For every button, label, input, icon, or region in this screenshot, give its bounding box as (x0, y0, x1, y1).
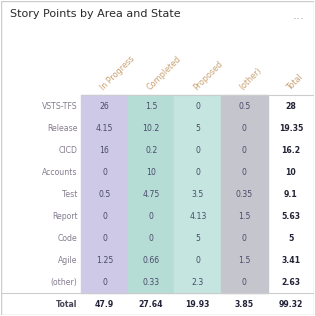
Text: 0: 0 (242, 146, 247, 155)
Text: 19.93: 19.93 (186, 300, 210, 309)
Text: 4.15: 4.15 (96, 124, 113, 133)
Text: Proposed: Proposed (192, 59, 224, 92)
Text: ...: ... (293, 9, 305, 21)
Text: 0: 0 (195, 168, 200, 177)
Text: (other): (other) (238, 66, 264, 92)
Text: 0: 0 (102, 168, 107, 177)
Text: 47.9: 47.9 (95, 300, 114, 309)
Text: 0: 0 (195, 256, 200, 265)
Text: 28: 28 (286, 101, 296, 111)
Text: (other): (other) (51, 278, 77, 287)
Text: 1.5: 1.5 (238, 256, 250, 265)
Text: Total: Total (56, 300, 77, 309)
Text: 0.33: 0.33 (143, 278, 160, 287)
Text: Test: Test (62, 190, 77, 199)
Text: 0: 0 (102, 278, 107, 287)
Text: Total: Total (285, 72, 304, 92)
Text: 16: 16 (100, 146, 110, 155)
Bar (81, 95, 128, 293)
Text: 26: 26 (100, 101, 109, 111)
Text: Release: Release (47, 124, 77, 133)
Text: 0: 0 (242, 168, 247, 177)
Text: 0: 0 (195, 146, 200, 155)
Text: 4.13: 4.13 (189, 212, 206, 221)
Bar (128, 95, 175, 293)
Text: 2.63: 2.63 (282, 278, 301, 287)
Text: 9.1: 9.1 (284, 190, 298, 199)
Text: 3.41: 3.41 (281, 256, 301, 265)
Text: 2.3: 2.3 (192, 278, 204, 287)
Text: 0: 0 (195, 101, 200, 111)
Text: Completed: Completed (145, 54, 182, 92)
Text: 0.5: 0.5 (238, 101, 250, 111)
Text: 19.35: 19.35 (279, 124, 303, 133)
Text: 0: 0 (102, 212, 107, 221)
Text: 99.32: 99.32 (279, 300, 303, 309)
Text: 0.2: 0.2 (145, 146, 157, 155)
Text: 10: 10 (286, 168, 296, 177)
Text: 16.2: 16.2 (281, 146, 301, 155)
Text: VSTS-TFS: VSTS-TFS (42, 101, 77, 111)
Text: 0: 0 (149, 212, 154, 221)
Text: 1.5: 1.5 (238, 212, 250, 221)
Text: Accounts: Accounts (42, 168, 77, 177)
Text: 10.2: 10.2 (142, 124, 160, 133)
Text: 4.75: 4.75 (142, 190, 160, 199)
Text: In Progress: In Progress (98, 54, 136, 92)
Text: 0: 0 (149, 234, 154, 243)
Text: 27.64: 27.64 (139, 300, 163, 309)
Bar (221, 95, 268, 293)
Text: Code: Code (58, 234, 77, 243)
Text: 0.66: 0.66 (143, 256, 160, 265)
Text: Agile: Agile (58, 256, 77, 265)
Text: 5: 5 (195, 234, 200, 243)
Text: 0: 0 (242, 124, 247, 133)
Text: 0: 0 (242, 278, 247, 287)
Text: 3.5: 3.5 (192, 190, 204, 199)
Text: 5: 5 (195, 124, 200, 133)
Text: Report: Report (52, 212, 77, 221)
Text: 1.5: 1.5 (145, 101, 158, 111)
Text: Story Points by Area and State: Story Points by Area and State (10, 9, 181, 19)
Text: 0: 0 (102, 234, 107, 243)
Text: 5: 5 (288, 234, 294, 243)
Text: 0.35: 0.35 (236, 190, 253, 199)
Text: 1.25: 1.25 (96, 256, 113, 265)
Text: 0: 0 (242, 234, 247, 243)
Bar (175, 95, 221, 293)
Text: CICD: CICD (59, 146, 77, 155)
Text: 3.85: 3.85 (235, 300, 254, 309)
Text: 0.5: 0.5 (98, 190, 111, 199)
Text: 10: 10 (146, 168, 156, 177)
Text: 5.63: 5.63 (282, 212, 301, 221)
